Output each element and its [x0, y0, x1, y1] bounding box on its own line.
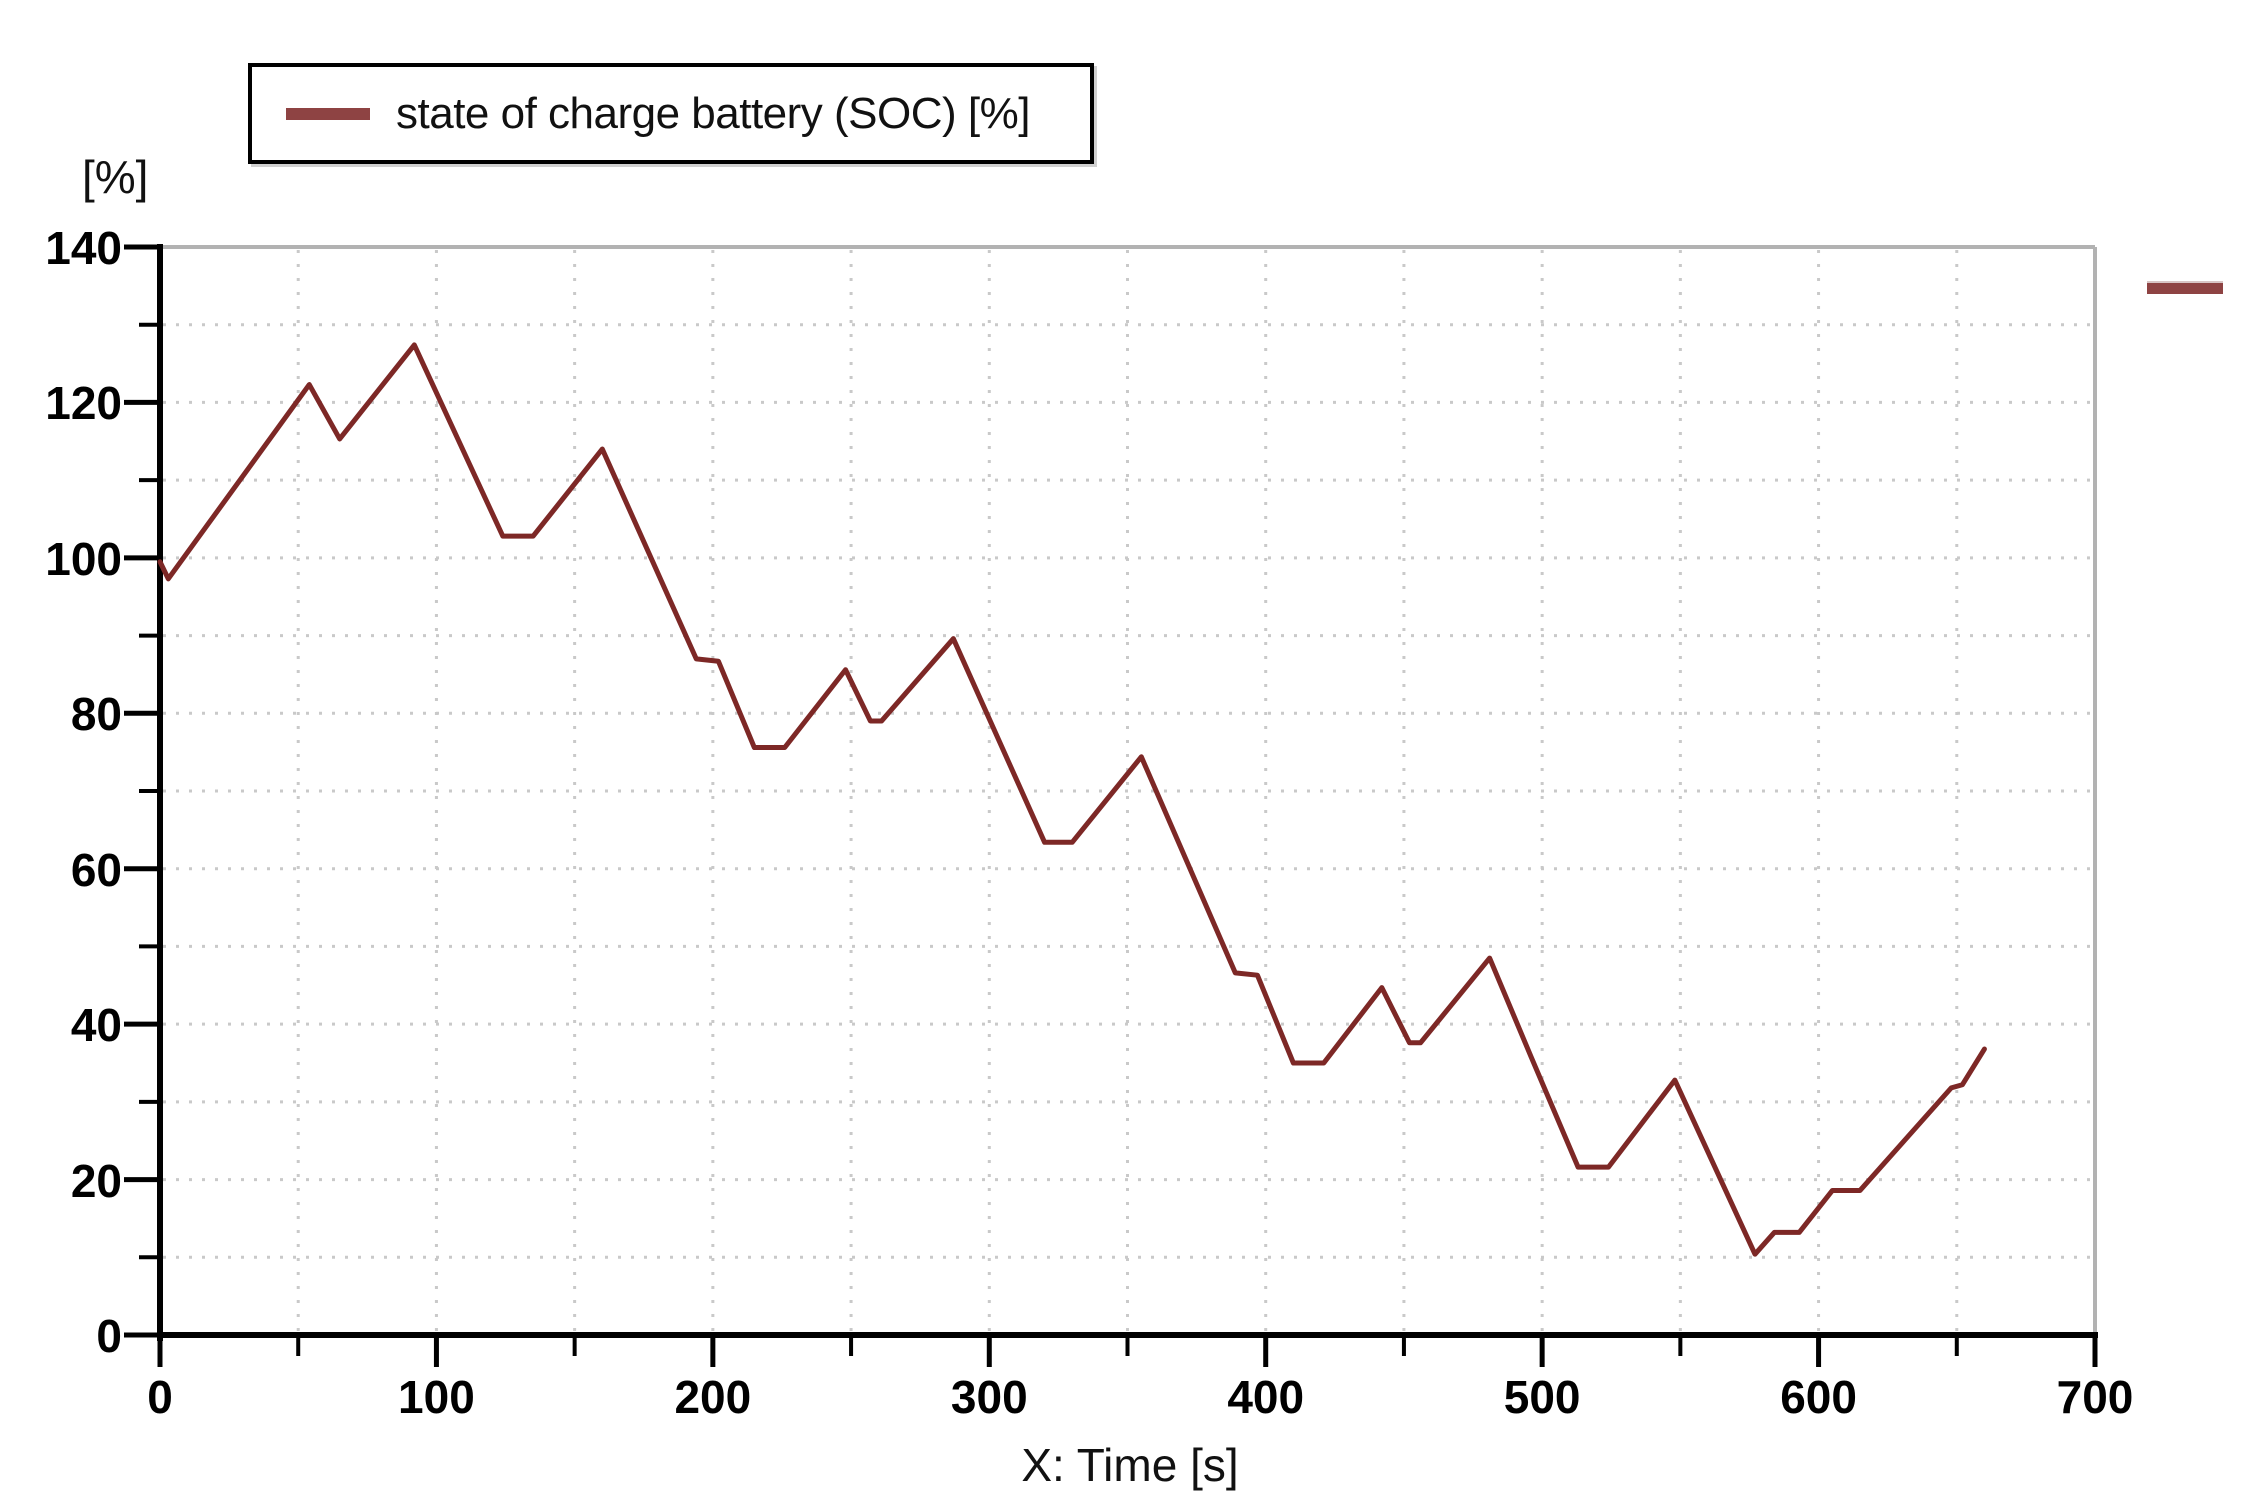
y-tick-label: 40: [70, 999, 122, 1052]
legend-line-swatch-icon: [286, 107, 370, 120]
x-tick-label: 400: [1227, 1371, 1305, 1423]
x-tick-label: 700: [2056, 1371, 2134, 1423]
legend[interactable]: state of charge battery (SOC) [%]: [248, 63, 1094, 164]
soc-curve: [157, 342, 1987, 1257]
y-tick-label: 60: [70, 843, 122, 896]
x-tick-label: 100: [398, 1371, 475, 1423]
x-tick-label: 0: [147, 1371, 173, 1423]
x-tick-label: 300: [950, 1371, 1028, 1423]
x-tick-label: 600: [1780, 1371, 1857, 1423]
y-tick-label: 80: [70, 688, 122, 741]
y-tick-label: 20: [70, 1154, 122, 1207]
y-axis-unit-label: [%]: [82, 151, 149, 203]
x-tick-label: 200: [674, 1371, 752, 1423]
x-axis-title: X: Time [s]: [1021, 1439, 1239, 1491]
x-tick-label: 500: [1503, 1371, 1581, 1423]
legend-label: state of charge battery (SOC) [%]: [396, 88, 1030, 138]
y-tick-label: 100: [45, 532, 122, 585]
y-tick-label: 120: [45, 377, 122, 430]
series-line-fragment-icon: [2147, 281, 2223, 294]
y-tick-label: 0: [96, 1310, 122, 1362]
y-tick-label: 140: [45, 222, 122, 274]
